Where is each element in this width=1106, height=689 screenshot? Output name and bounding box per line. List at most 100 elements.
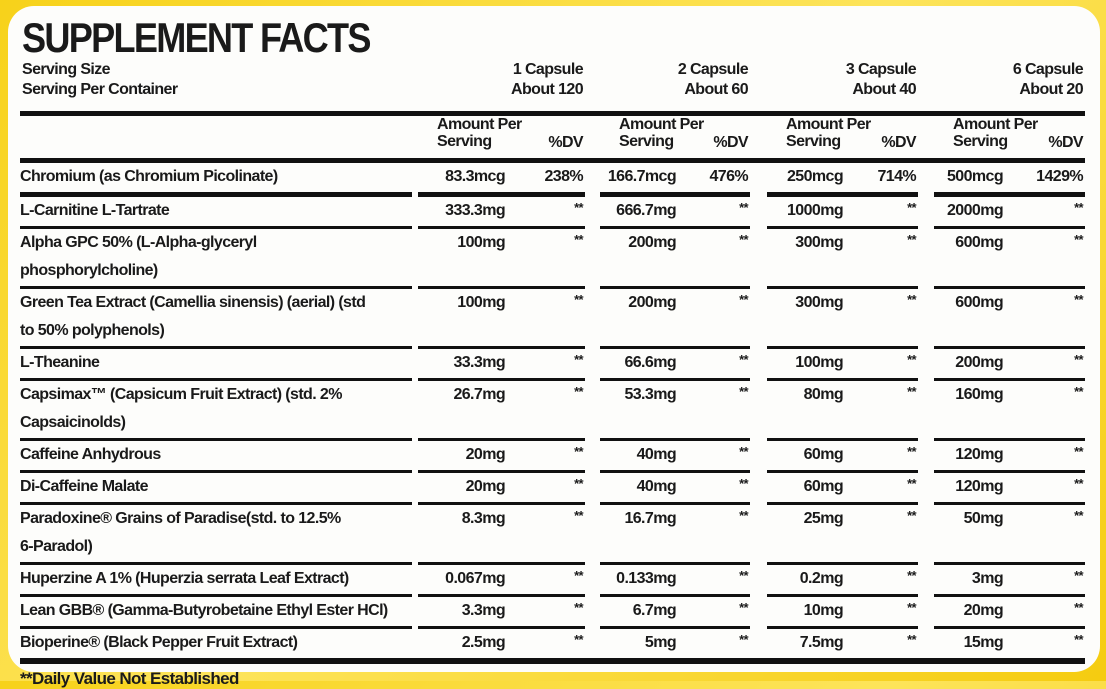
serving-size-value: 2 Capsule: [677, 61, 749, 78]
amount-value: 300mg: [795, 234, 843, 251]
ingredient-name-line: Capsaicinolds): [20, 414, 126, 431]
ingredient-name: Alpha GPC 50% (L-Alpha-glyceryl phosphory…: [20, 229, 412, 289]
amount-value: 200mg: [955, 354, 1003, 371]
amount-value: 33.3mg: [453, 354, 505, 371]
amount-cell: 333.3mg **: [418, 197, 585, 229]
daily-value: **: [739, 508, 749, 523]
daily-value: **: [1074, 600, 1084, 615]
daily-value: **: [739, 200, 749, 215]
amount-cell: 500mcg 1429%: [934, 163, 1085, 197]
daily-value: **: [574, 200, 584, 215]
amount-cell: 40mg **: [600, 441, 750, 473]
serving-size-label: Serving Size: [22, 61, 111, 78]
daily-value: **: [739, 292, 749, 307]
amount-value: 50mg: [963, 510, 1004, 527]
daily-value: **: [574, 600, 584, 615]
amount-cell: 66.6mg **: [600, 349, 750, 381]
ingredient-name-line: 6-Paradol): [20, 538, 93, 555]
daily-value: **: [574, 444, 584, 459]
daily-value: **: [907, 444, 917, 459]
amount-header: Amount Per Serving: [953, 116, 1038, 150]
amount-cell: 50mg **: [934, 505, 1085, 565]
serving-size-value: 3 Capsule: [845, 61, 917, 78]
amount-value: 2000mg: [947, 202, 1004, 219]
daily-value: **: [739, 384, 749, 399]
ingredient-name-line: Huperzine A 1% (Huperzia serrata Leaf Ex…: [20, 570, 349, 587]
daily-value: **: [739, 476, 749, 491]
daily-value: **: [739, 352, 749, 367]
amount-cell: 6.7mg **: [600, 597, 750, 629]
ingredient-name-line: Di-Caffeine Malate: [20, 478, 149, 495]
amount-value: 25mg: [803, 510, 844, 527]
ingredient-name: Paradoxine® Grains of Paradise(std. to 1…: [20, 505, 412, 565]
ingredient-name-line: L-Carnitine L-Tartrate: [20, 202, 170, 219]
ingredient-name: Di-Caffeine Malate: [20, 473, 412, 505]
amount-value: 20mg: [465, 446, 506, 463]
divider: [20, 658, 1085, 664]
amount-value: 120mg: [955, 446, 1003, 463]
amount-cell: 8.3mg **: [418, 505, 585, 565]
ingredient-name-line: L-Theanine: [20, 354, 100, 371]
amount-cell: 100mg **: [418, 229, 585, 289]
serving-column-header: 1 Capsule About 120: [418, 60, 584, 100]
amount-cell: 120mg **: [934, 441, 1085, 473]
serving-column-header: 6 Capsule About 20: [934, 60, 1084, 100]
dv-header: %DV: [1048, 134, 1083, 151]
daily-value: **: [907, 508, 917, 523]
daily-value: **: [574, 476, 584, 491]
daily-value: **: [739, 568, 749, 583]
amount-value: 0.067mg: [445, 570, 505, 587]
daily-value: **: [574, 232, 584, 247]
daily-value: **: [1074, 444, 1084, 459]
amount-header-line: Serving: [619, 133, 674, 150]
amount-cell: 53.3mg **: [600, 381, 750, 441]
dv-header: %DV: [548, 134, 583, 151]
amount-cell: 20mg **: [418, 441, 585, 473]
amount-value: 8.3mg: [461, 510, 506, 527]
daily-value: **: [1074, 632, 1084, 647]
amount-cell: 7.5mg **: [767, 629, 918, 661]
amount-value: 5mg: [644, 634, 677, 651]
ingredient-name: Lean GBB® (Gamma-Butyrobetaine Ethyl Est…: [20, 597, 412, 629]
daily-value: **: [1074, 476, 1084, 491]
amount-value: 80mg: [803, 386, 844, 403]
ingredient-name: L-Theanine: [20, 349, 412, 381]
servings-per-container-value: About 120: [511, 81, 584, 98]
amount-cell: 0.2mg **: [767, 565, 918, 597]
daily-value: **: [907, 200, 917, 215]
amount-cell: 200mg **: [600, 289, 750, 349]
amount-cell: 33.3mg **: [418, 349, 585, 381]
amount-value: 300mg: [795, 294, 843, 311]
ingredient-name-line: Alpha GPC 50% (L-Alpha-glyceryl: [20, 234, 257, 251]
ingredient-name: Chromium (as Chromium Picolinate): [20, 163, 412, 197]
serving-column-header: 2 Capsule About 60: [600, 60, 749, 100]
amount-cell: 40mg **: [600, 473, 750, 505]
ingredient-name: Huperzine A 1% (Huperzia serrata Leaf Ex…: [20, 565, 412, 597]
ingredient-name-line: phosphorylcholine): [20, 262, 158, 279]
serving-column-header: 3 Capsule About 40: [767, 60, 917, 100]
amount-value: 120mg: [955, 478, 1003, 495]
daily-value: **: [907, 632, 917, 647]
footnote: **Daily Value Not Established: [20, 669, 239, 688]
servings-per-container-value: About 40: [852, 81, 916, 98]
amount-value: 26.7mg: [453, 386, 505, 403]
amount-value: 160mg: [955, 386, 1003, 403]
amount-cell: 1000mg **: [767, 197, 918, 229]
amount-value: 0.2mg: [799, 570, 844, 587]
amount-cell: 25mg **: [767, 505, 918, 565]
amount-value: 1000mg: [787, 202, 844, 219]
amount-cell: 20mg **: [418, 473, 585, 505]
daily-value: **: [574, 384, 584, 399]
ingredient-name: Caffeine Anhydrous: [20, 441, 412, 473]
amount-value: 83.3mcg: [445, 168, 505, 185]
daily-value: **: [739, 600, 749, 615]
daily-value: **: [739, 444, 749, 459]
amount-cell: 666.7mg **: [600, 197, 750, 229]
ingredient-name: Green Tea Extract (Camellia sinensis) (a…: [20, 289, 412, 349]
daily-value: **: [574, 632, 584, 647]
daily-value: **: [1074, 352, 1084, 367]
daily-value: **: [907, 600, 917, 615]
amount-cell: 16.7mg **: [600, 505, 750, 565]
ingredient-name: L-Carnitine L-Tartrate: [20, 197, 412, 229]
dv-header: %DV: [713, 134, 748, 151]
